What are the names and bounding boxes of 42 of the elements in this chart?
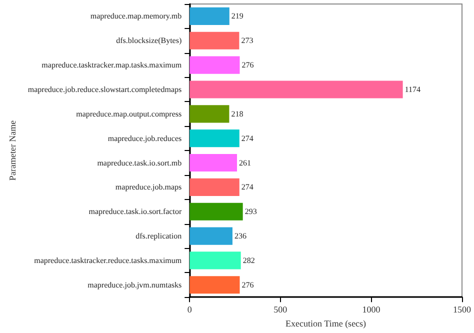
data-label: 236 xyxy=(234,232,246,241)
data-label: 274 xyxy=(241,182,254,192)
data-label: 276 xyxy=(242,280,254,290)
y-tick-label: mapreduce.map.memory.mb xyxy=(90,12,182,21)
data-label: 218 xyxy=(231,109,244,118)
y-tick-label: dfs.blocksize(Bytes) xyxy=(116,36,182,46)
bar xyxy=(190,32,240,50)
bar xyxy=(190,227,232,245)
bar xyxy=(190,105,230,123)
x-tick-label: 0 xyxy=(187,304,192,315)
y-tick-label: mapreduce.map.output.compress xyxy=(76,109,182,118)
y-tick-label: mapreduce.job.reduce.slowstart.completedmaps xyxy=(28,84,182,94)
y-tick-label: mapreduce.tasktracker.map.tasks.maximum xyxy=(42,60,182,70)
bar xyxy=(190,252,241,270)
data-label: 261 xyxy=(239,158,252,168)
data-label: 273 xyxy=(241,36,254,46)
data-label: 293 xyxy=(244,207,257,216)
bar xyxy=(190,276,240,294)
bar xyxy=(190,178,240,196)
y-tick-label: mapreduce.tasktracker.reduce.tasks.maximum xyxy=(34,256,182,265)
x-tick-label: 500 xyxy=(274,304,288,315)
data-label: 282 xyxy=(242,256,255,265)
bar xyxy=(190,202,243,220)
bar xyxy=(190,80,403,98)
y-tick-label: mapreduce.task.io.sort.mb xyxy=(97,158,182,168)
bar xyxy=(190,130,240,148)
bar xyxy=(190,56,240,74)
y-tick-label: mapreduce.job.jvm.numtasks xyxy=(88,280,182,290)
x-tick-label: 1000 xyxy=(362,304,381,315)
x-tick-label: 1500 xyxy=(453,304,472,315)
bar xyxy=(190,154,238,172)
data-label: 276 xyxy=(242,60,254,70)
y-tick-label: mapreduce.job.maps xyxy=(115,182,182,192)
y-tick-label: mapreduce.task.io.sort.factor xyxy=(88,207,182,216)
y-tick-label: dfs.replication xyxy=(136,232,182,241)
y-axis-title: Parameter Name xyxy=(8,120,18,181)
data-label: 219 xyxy=(231,12,244,21)
data-label: 274 xyxy=(241,134,254,143)
data-label: 1174 xyxy=(404,84,421,94)
x-axis-title: Execution Time (secs) xyxy=(286,318,366,328)
y-tick-label: mapreduce.job.reduces xyxy=(108,134,182,143)
bar xyxy=(190,7,230,26)
